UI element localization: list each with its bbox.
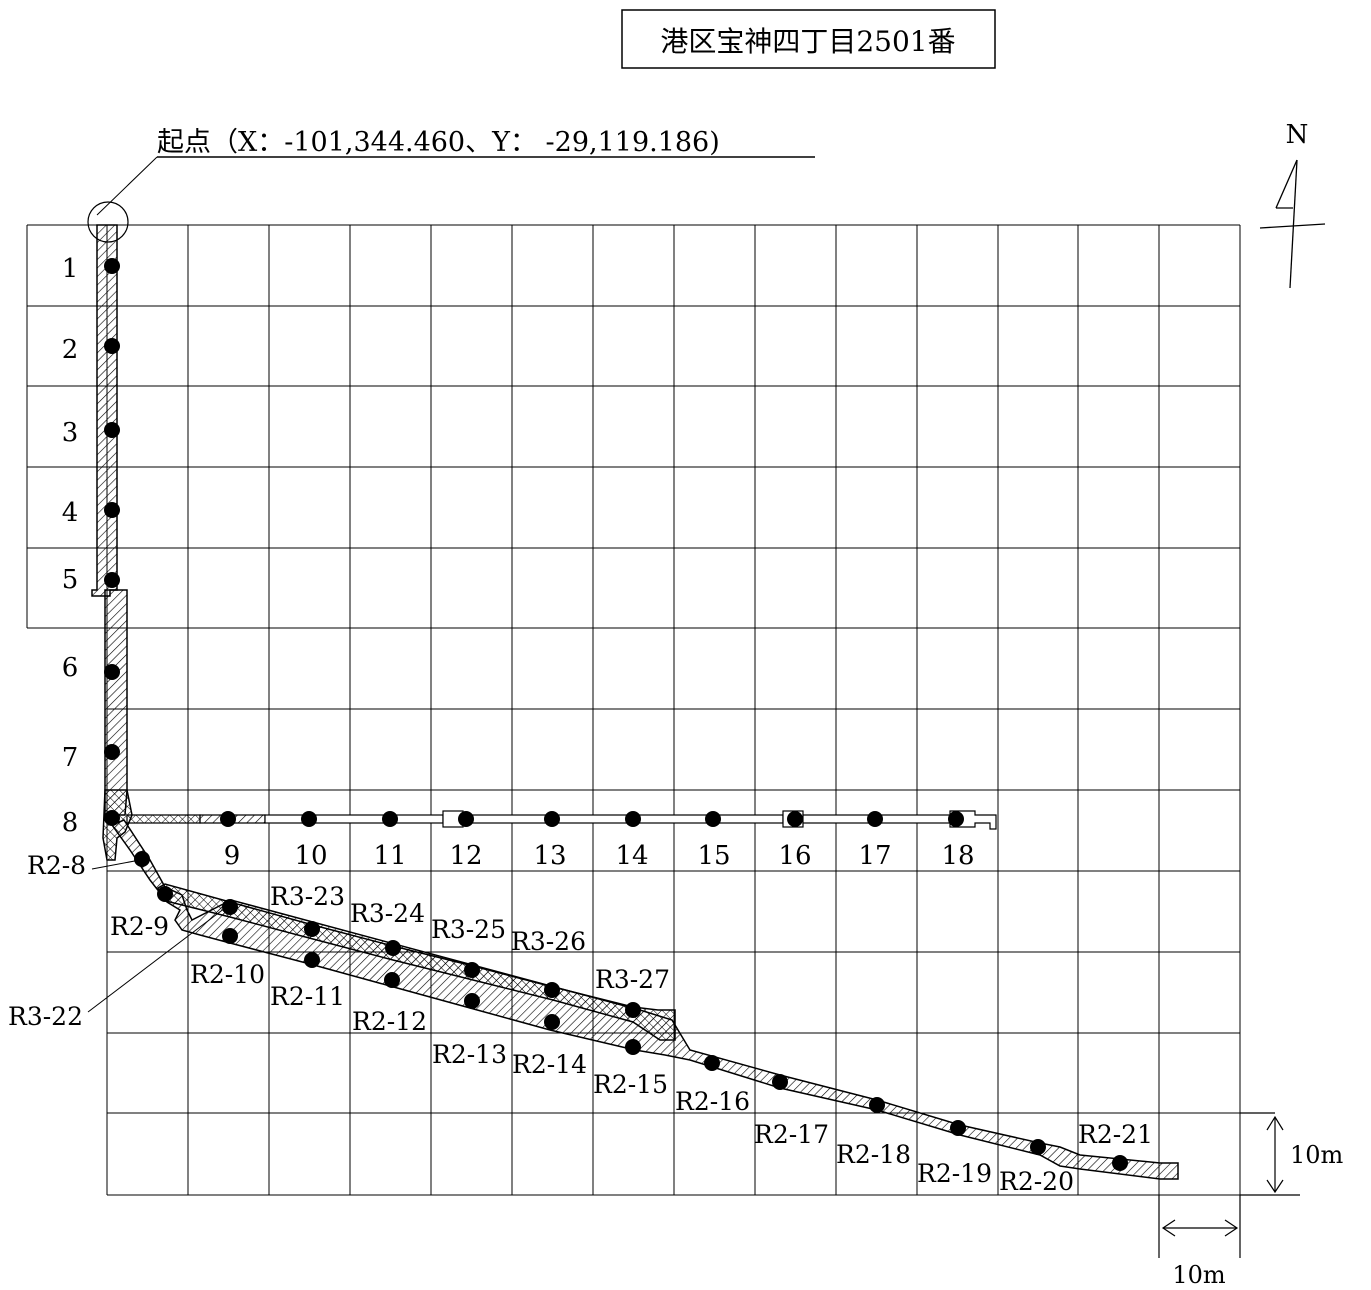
point-a-marker-3	[104, 422, 120, 438]
point-r2-label-1: R2-8	[27, 851, 86, 880]
point-b-label-4: 12	[449, 841, 482, 871]
point-a-marker-2	[104, 338, 120, 354]
point-r3-label-4: R3-25	[431, 915, 506, 944]
point-a-marker-6	[104, 664, 120, 680]
point-r3-marker-1	[222, 899, 238, 915]
north-arrow: N	[1259, 120, 1326, 289]
point-r2-marker-14	[1112, 1155, 1128, 1171]
scale-horizontal-label: 10m	[1172, 1261, 1226, 1289]
point-b-marker-6	[625, 811, 641, 827]
north-label: N	[1286, 120, 1309, 150]
point-b-marker-3	[382, 811, 398, 827]
point-b-label-9: 17	[858, 841, 891, 871]
point-a-marker-7	[104, 744, 120, 760]
point-r3-marker-6	[625, 1002, 641, 1018]
point-r2-label-3: R2-10	[190, 960, 265, 989]
point-b-label-2: 10	[294, 841, 327, 871]
point-r3-marker-5	[544, 982, 560, 998]
point-r2-marker-5	[384, 972, 400, 988]
point-a-label-7: 7	[62, 743, 79, 773]
point-b-marker-9	[867, 811, 883, 827]
point-r2-marker-2	[157, 886, 173, 902]
point-r2-marker-11	[869, 1097, 885, 1113]
point-r2-label-11: R2-18	[836, 1140, 911, 1169]
origin-label: 起点（X：-101,344.460、Y： -29,119.186)	[157, 127, 720, 158]
point-r2-marker-9	[704, 1055, 720, 1071]
point-b-marker-5	[544, 811, 560, 827]
point-r3-label-2: R3-23	[270, 882, 345, 911]
point-b-marker-10	[948, 811, 964, 827]
point-r2-marker-7	[544, 1014, 560, 1030]
point-b-marker-8	[787, 811, 803, 827]
north-arrow-shaft	[1289, 159, 1298, 289]
point-a-label-4: 4	[62, 498, 79, 528]
point-r3-marker-2	[304, 921, 320, 937]
address-title-box: 港区宝神四丁目2501番	[621, 9, 996, 69]
point-r2-marker-12	[950, 1120, 966, 1136]
point-b-label-7: 15	[697, 841, 730, 871]
point-r2-label-2: R2-9	[110, 912, 169, 941]
north-arrow-crossbar	[1259, 223, 1326, 229]
point-b-label-8: 16	[778, 841, 811, 871]
point-a-label-8: 8	[62, 808, 79, 838]
point-r2-label-12: R2-19	[917, 1159, 992, 1188]
scale-bar-vertical	[1240, 1112, 1300, 1196]
point-r3-label-6: R3-27	[595, 965, 670, 994]
point-b-label-3: 11	[373, 841, 406, 871]
point-r2-label-8: R2-15	[593, 1070, 668, 1099]
point-r3-marker-4	[464, 962, 480, 978]
leader-r2-8	[91, 859, 141, 870]
point-r3-label-3: R3-24	[350, 899, 425, 928]
point-b-label-6: 14	[615, 841, 648, 871]
survey-strips	[91, 224, 1179, 1180]
point-r2-marker-13	[1030, 1139, 1046, 1155]
point-a-label-5: 5	[62, 565, 79, 595]
point-r2-label-9: R2-16	[675, 1087, 750, 1116]
point-b-marker-7	[705, 811, 721, 827]
point-r3-marker-3	[385, 940, 401, 956]
survey-grid	[26, 224, 1241, 1196]
point-a-label-3: 3	[62, 418, 79, 448]
row-b-points: 9 10 11 12 13 14 15 16 17 18	[220, 811, 975, 871]
point-a-marker-1	[104, 258, 120, 274]
point-r2-label-10: R2-17	[754, 1120, 829, 1149]
point-r2-label-7: R2-14	[512, 1050, 587, 1079]
point-r2-label-4: R2-11	[270, 982, 345, 1011]
north-arrow-head	[1275, 159, 1298, 209]
leader-r3-22	[87, 907, 226, 1013]
column-a-points: 1 2 3 4 5 6 7 8	[62, 254, 120, 838]
point-b-marker-4	[458, 811, 474, 827]
point-r3-label-5: R3-26	[511, 927, 586, 956]
point-r2-marker-6	[464, 993, 480, 1009]
point-r2-marker-4	[304, 952, 320, 968]
point-a-label-6: 6	[62, 653, 79, 683]
point-a-label-2: 2	[62, 335, 79, 365]
point-b-marker-1	[220, 811, 236, 827]
point-r2-marker-8	[625, 1039, 641, 1055]
point-r2-marker-1	[134, 851, 150, 867]
point-a-label-1: 1	[62, 254, 79, 284]
point-r2-marker-10	[772, 1074, 788, 1090]
point-r2-marker-3	[222, 928, 238, 944]
point-b-label-5: 13	[533, 841, 566, 871]
point-r2-label-5: R2-12	[352, 1007, 427, 1036]
point-b-marker-2	[301, 811, 317, 827]
point-r3-label-1: R3-22	[8, 1002, 83, 1031]
scale-bar-horizontal	[1158, 1195, 1241, 1258]
point-b-label-1: 9	[224, 841, 241, 871]
point-r2-label-6: R2-13	[432, 1040, 507, 1069]
address-title: 港区宝神四丁目2501番	[660, 25, 955, 58]
point-r2-label-14: R2-21	[1078, 1120, 1153, 1149]
point-r2-label-13: R2-20	[999, 1167, 1074, 1196]
point-a-marker-5	[104, 572, 120, 588]
scale-vertical-label: 10m	[1290, 1141, 1344, 1169]
point-a-marker-8	[104, 810, 120, 826]
point-b-label-10: 18	[941, 841, 974, 871]
origin-leader-line	[96, 156, 158, 216]
point-a-marker-4	[104, 502, 120, 518]
